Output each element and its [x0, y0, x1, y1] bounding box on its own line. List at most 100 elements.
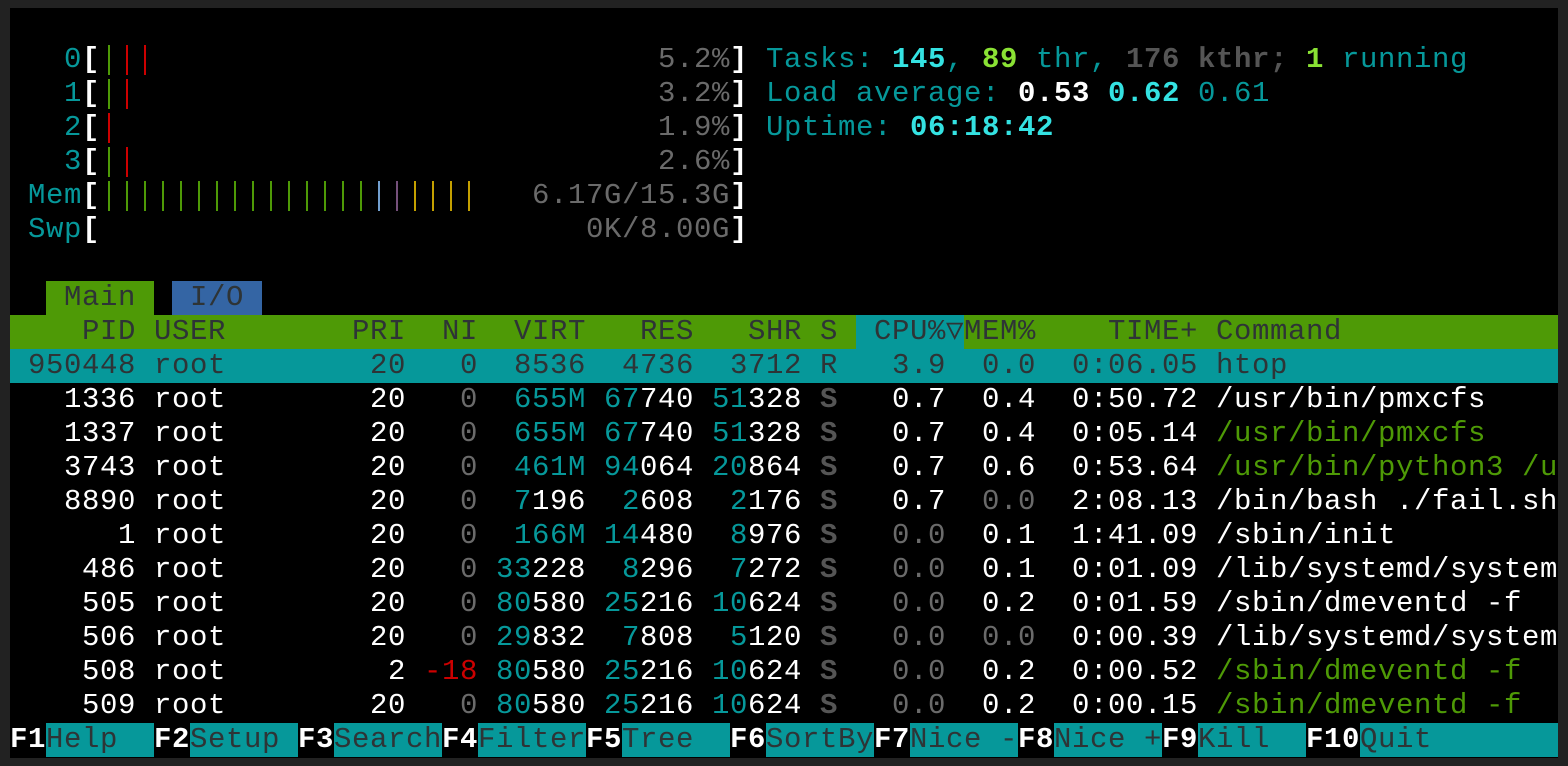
fkey-f8-button[interactable]: [1054, 723, 1162, 757]
process-row-selected[interactable]: [10, 349, 1558, 383]
fkey-f9[interactable]: F9: [1162, 723, 1199, 756]
cell-time: 0:05.14: [1072, 417, 1199, 450]
fkey-f10-button[interactable]: [1360, 723, 1558, 757]
fkey-f10[interactable]: F10: [1306, 723, 1361, 756]
fkey-label-quit[interactable]: Quit: [1360, 723, 1433, 756]
fkey-f1-button[interactable]: [46, 723, 154, 757]
column-header-time[interactable]: TIME+: [1108, 315, 1199, 348]
cell-state: S: [820, 519, 839, 552]
column-header-shr[interactable]: SHR: [748, 315, 803, 348]
cell-time: 1:41.09: [1072, 519, 1199, 552]
cell-cpu: 3.9: [892, 349, 947, 382]
fkey-f8[interactable]: F8: [1018, 723, 1055, 756]
cell-virt: 29832: [496, 621, 587, 654]
fkey-f6[interactable]: F6: [730, 723, 767, 756]
cell-pid: 3743: [64, 451, 137, 484]
cell-shr: 10624: [712, 587, 803, 620]
cell-pid: 505: [82, 587, 137, 620]
load-1min: 0.53: [1018, 77, 1091, 110]
cell-pri: 20: [370, 621, 407, 654]
cell-shr: 8976: [730, 519, 803, 552]
column-header-virt[interactable]: VIRT: [514, 315, 587, 348]
kthreads-label: kthr;: [1180, 43, 1307, 76]
cell-ni: 0: [460, 485, 479, 518]
uptime-label: Uptime:: [766, 111, 911, 144]
tab-io[interactable]: [172, 281, 262, 315]
column-header-cpu[interactable]: CPU%: [874, 315, 947, 348]
cell-ni: 0: [460, 621, 479, 654]
cell-state: S: [820, 553, 839, 586]
running-label: running: [1324, 43, 1469, 76]
fkey-f6-button[interactable]: [766, 723, 874, 757]
fkey-label-nice[interactable]: Nice +: [1054, 723, 1163, 756]
cell-cpu: 0.0: [892, 519, 947, 552]
fkey-f4[interactable]: F4: [442, 723, 479, 756]
cell-ni: 0: [460, 383, 479, 416]
meter-bar: [126, 147, 128, 177]
meter-bracket: ]: [730, 213, 749, 246]
column-header-pid[interactable]: PID: [82, 315, 137, 348]
meter-bar: [108, 181, 110, 211]
cell-state: S: [820, 621, 839, 654]
column-header-res[interactable]: RES: [640, 315, 695, 348]
column-header-state[interactable]: S: [820, 315, 839, 348]
fkey-label-filter[interactable]: Filter: [478, 723, 587, 756]
fkey-f3-button[interactable]: [334, 723, 442, 757]
cell-pri: 2: [388, 655, 407, 688]
fkey-label-nice[interactable]: Nice -: [910, 723, 1019, 756]
cell-ni: 0: [460, 417, 479, 450]
cell-pri: 20: [370, 587, 407, 620]
fkey-label-sortby[interactable]: SortBy: [766, 723, 875, 756]
fkey-f5-button[interactable]: [622, 723, 730, 757]
fkey-label-help[interactable]: Help: [46, 723, 119, 756]
cell-state: S: [820, 485, 839, 518]
fkey-f9-button[interactable]: [1198, 723, 1306, 757]
fkey-label-setup[interactable]: Setup: [190, 723, 281, 756]
column-header-user[interactable]: USER: [154, 315, 227, 348]
cell-cpu: 0.7: [892, 417, 947, 450]
meter-bar: [306, 181, 308, 211]
column-header-pri[interactable]: PRI: [352, 315, 407, 348]
cell-user: root: [154, 383, 227, 416]
cell-state: S: [820, 383, 839, 416]
load-5min: 0.62: [1108, 77, 1181, 110]
cell-command: /lib/systemd/system: [1216, 553, 1558, 586]
cell-shr: 10624: [712, 655, 803, 688]
tab-main-label[interactable]: Main: [64, 281, 137, 314]
cell-mem: 0.2: [982, 689, 1037, 722]
column-header-command[interactable]: Command: [1216, 315, 1343, 348]
fkey-label-tree[interactable]: Tree: [622, 723, 695, 756]
fkey-f2[interactable]: F2: [154, 723, 191, 756]
cell-pid: 509: [82, 689, 137, 722]
cell-res: 14480: [604, 519, 695, 552]
htop-terminal[interactable]: 0[5.2%] 1[3.2%] 2[1.9%] 3[2.6%] Mem[6.17G/15…: [10, 8, 1558, 758]
cell-mem: 0.2: [982, 587, 1037, 620]
cell-time: 0:00.39: [1072, 621, 1199, 654]
meter-bracket: [: [82, 111, 101, 144]
fkey-f7-button[interactable]: [910, 723, 1018, 757]
meter-bracket: [: [82, 145, 101, 178]
cell-res: 67740: [604, 417, 695, 450]
fkey-f5[interactable]: F5: [586, 723, 623, 756]
fkey-label-search[interactable]: Search: [334, 723, 443, 756]
cell-mem: 0.4: [982, 417, 1037, 450]
cell-time: 0:06.05: [1072, 349, 1199, 382]
column-header-mem[interactable]: MEM%: [964, 315, 1037, 348]
column-header-sort-indicator[interactable]: ▽: [946, 315, 965, 348]
fkey-f1[interactable]: F1: [10, 723, 47, 756]
tab-io-label[interactable]: I/O: [190, 281, 245, 314]
cell-time: 0:50.72: [1072, 383, 1199, 416]
fkey-f2-button[interactable]: [190, 723, 298, 757]
meter-bar: [126, 181, 128, 211]
fkey-f7[interactable]: F7: [874, 723, 911, 756]
fkey-f3[interactable]: F3: [298, 723, 335, 756]
fkey-f4-button[interactable]: [478, 723, 586, 757]
meter-bracket: ]: [730, 111, 749, 144]
fkey-label-kill[interactable]: Kill: [1198, 723, 1271, 756]
column-header-ni[interactable]: NI: [442, 315, 479, 348]
tab-main[interactable]: [46, 281, 154, 315]
meter-bar: [378, 181, 380, 211]
cell-mem: 0.4: [982, 383, 1037, 416]
cell-time: 0:01.59: [1072, 587, 1199, 620]
cell-state: S: [820, 689, 839, 722]
